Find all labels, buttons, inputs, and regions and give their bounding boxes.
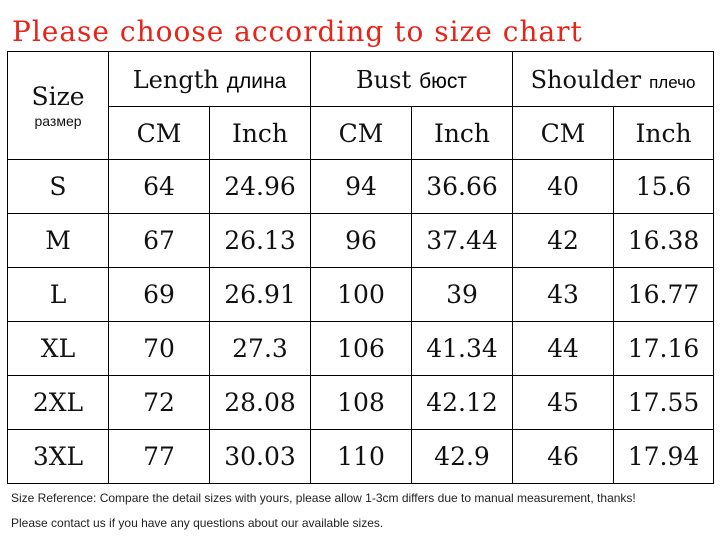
measurement-cell: 17.55 — [613, 375, 715, 430]
measurement-cell: 39 — [410, 267, 514, 322]
measurement-cell: 44 — [512, 321, 615, 376]
group-header-label: Length — [132, 65, 219, 94]
measurement-cell: 64 — [108, 159, 210, 214]
measurement-cell: 106 — [310, 321, 412, 376]
measurement-cell: 15.6 — [613, 159, 715, 214]
measurement-cell: 27.3 — [209, 321, 311, 376]
group-header-label-ru: плечо — [649, 72, 696, 92]
unit-header: CM — [108, 106, 210, 160]
group-header-shoulder: Shoulder плечо — [512, 51, 715, 107]
group-header-bust: Bust бюст — [309, 51, 514, 107]
table-row: S 64 24.96 94 36.66 40 15.6 — [7, 159, 715, 214]
size-chart-table: Size размер Length длина Bust бюст Shoul… — [7, 51, 715, 484]
measurement-cell: 67 — [108, 213, 210, 268]
size-cell: XL — [7, 321, 109, 376]
table-row: 2XL 72 28.08 108 42.12 45 17.55 — [7, 375, 715, 430]
measurement-cell: 45 — [512, 375, 615, 430]
contact-note: Please contact us if you have any questi… — [11, 516, 384, 530]
size-cell: 2XL — [7, 375, 109, 430]
measurement-cell: 77 — [108, 429, 210, 484]
measurement-cell: 36.66 — [410, 159, 514, 214]
measurement-cell: 108 — [310, 375, 412, 430]
measurement-cell: 42.12 — [410, 375, 514, 430]
size-cell: 3XL — [7, 429, 109, 484]
table-row: L 69 26.91 100 39 43 16.77 — [7, 267, 715, 322]
measurement-cell: 28.08 — [209, 375, 311, 430]
measurement-cell: 40 — [512, 159, 615, 214]
measurement-cell: 37.44 — [410, 213, 514, 268]
size-cell: M — [7, 213, 109, 268]
unit-header: Inch — [613, 106, 715, 160]
measurement-cell: 70 — [108, 321, 210, 376]
measurement-cell: 30.03 — [209, 429, 311, 484]
measurement-cell: 43 — [512, 267, 615, 322]
measurement-cell: 17.16 — [613, 321, 715, 376]
size-cell: S — [7, 159, 109, 214]
table-row: 3XL 77 30.03 110 42.9 46 17.94 — [7, 429, 715, 484]
table-row: XL 70 27.3 106 41.34 44 17.16 — [7, 321, 715, 376]
header-row-units: CM Inch CM Inch CM Inch — [8, 106, 715, 160]
group-header-length: Length длина — [108, 51, 311, 107]
unit-header: CM — [310, 106, 412, 160]
measurement-cell: 96 — [310, 213, 412, 268]
measurement-cell: 42 — [512, 213, 615, 268]
measurement-cell: 26.91 — [209, 267, 311, 322]
header-row-groups: Size размер Length длина Bust бюст Shoul… — [7, 51, 715, 160]
measurement-cell: 94 — [310, 159, 412, 214]
group-header-label-ru: длина — [226, 69, 287, 93]
measurement-cell: 16.77 — [613, 267, 715, 322]
measurement-cell: 46 — [512, 429, 615, 484]
measurement-cell: 69 — [108, 267, 210, 322]
group-header-label: Bust — [356, 65, 412, 94]
measurement-cell: 16.38 — [613, 213, 715, 268]
unit-header: Inch — [209, 106, 311, 160]
measurement-cell: 26.13 — [209, 213, 311, 268]
measurement-cell: 110 — [310, 429, 412, 484]
page-title: Please choose according to size chart — [12, 15, 583, 48]
measurement-cell: 41.34 — [410, 321, 514, 376]
group-header-label-ru: бюст — [419, 69, 467, 93]
group-header-label: Shoulder — [530, 65, 642, 94]
table-row: M 67 26.13 96 37.44 42 16.38 — [7, 213, 715, 268]
size-reference-note: Size Reference: Compare the detail sizes… — [11, 491, 636, 505]
size-header-cell: Size размер — [7, 51, 109, 160]
unit-header: CM — [512, 106, 615, 160]
measurement-cell: 42.9 — [410, 429, 514, 484]
size-cell: L — [7, 267, 109, 322]
measurement-cell: 24.96 — [209, 159, 311, 214]
unit-header: Inch — [410, 106, 514, 160]
measurement-cell: 100 — [310, 267, 412, 322]
size-header-label: Size — [31, 81, 85, 111]
measurement-cell: 17.94 — [613, 429, 715, 484]
size-header-label-ru: размер — [34, 112, 82, 129]
measurement-cell: 72 — [108, 375, 210, 430]
